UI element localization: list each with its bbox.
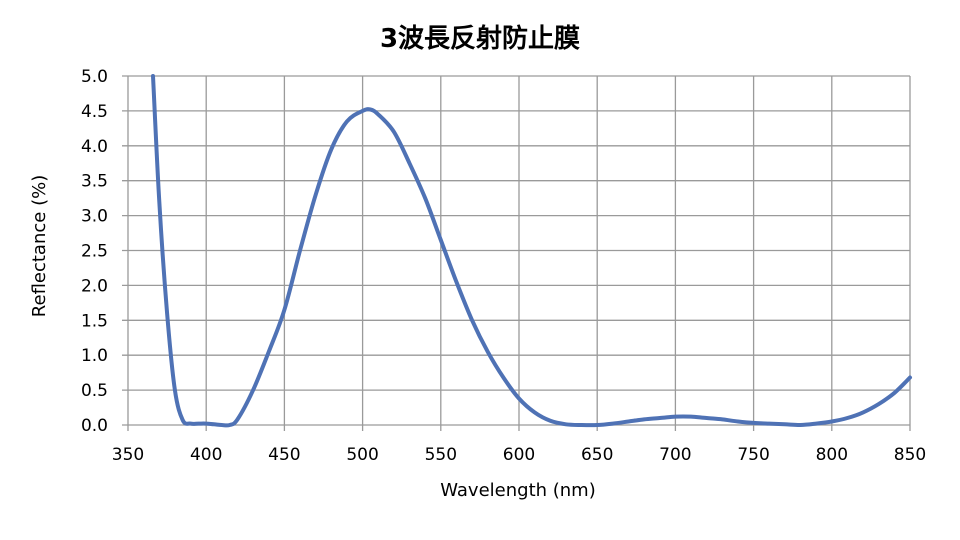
grid	[122, 75, 911, 431]
x-tick-label: 650	[581, 445, 613, 465]
y-tick-label: 3.5	[81, 172, 108, 192]
series-group	[151, 74, 912, 428]
y-tick-label: 2.5	[81, 242, 108, 262]
chart-title: 3波長反射防止膜	[379, 24, 581, 54]
x-axis-label: Wavelength (nm)	[440, 480, 596, 501]
x-tick-label: 700	[659, 445, 691, 465]
y-tick-label: 0.5	[81, 381, 108, 401]
y-tick-label: 1.0	[81, 346, 108, 366]
x-tick-label: 450	[268, 445, 300, 465]
y-tick-label: 4.0	[81, 137, 108, 157]
x-tick-label: 550	[425, 445, 457, 465]
x-tick-label: 850	[894, 445, 926, 465]
series-line-0	[151, 74, 912, 428]
y-tick-label: 0.0	[81, 416, 108, 436]
y-axis-label: Reflectance (%)	[29, 175, 50, 317]
y-tick-label: 2.0	[81, 276, 108, 296]
y-tick-label: 1.5	[81, 311, 108, 331]
x-tick-label: 750	[737, 445, 769, 465]
y-tick-label: 3.0	[81, 207, 108, 227]
x-tick-label: 800	[816, 445, 848, 465]
y-tick-label: 5.0	[81, 67, 108, 87]
y-tick-label: 4.5	[81, 102, 108, 122]
x-tick-label: 500	[346, 445, 378, 465]
tick-labels: 350 400 450 500 550 600 650 700 750 800 850 0.0 0.5 1…	[81, 67, 926, 465]
x-tick-label: 600	[503, 445, 535, 465]
x-tick-label: 350	[112, 445, 144, 465]
x-tick-label: 400	[190, 445, 222, 465]
